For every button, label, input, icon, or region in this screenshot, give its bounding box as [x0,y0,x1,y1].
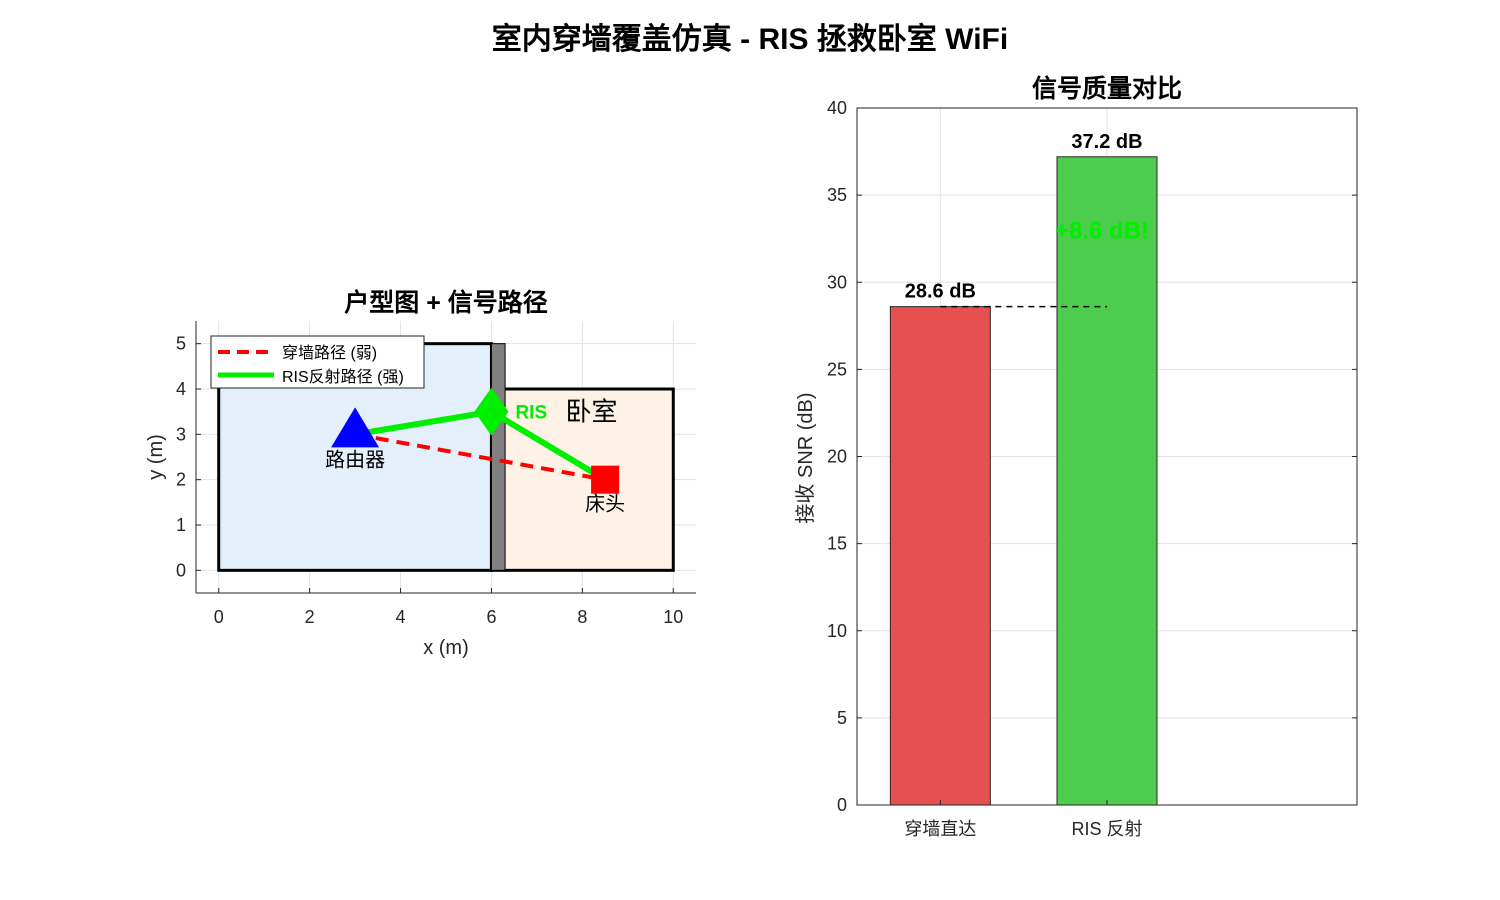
bar-category-label: 穿墙直达 [904,819,976,839]
bar-category-label: RIS 反射 [1071,819,1142,839]
legend-label-ris-path: RIS反射路径 (强) [282,368,404,386]
floor-plan-legend: 穿墙路径 (弱) RIS反射路径 (强) [210,335,425,389]
bar-y-tick-label: 30 [827,272,847,292]
floor-plan-x-axis-label: x (m) [423,637,469,659]
router-marker [331,407,380,448]
floor-plan-y-tick-label: 0 [176,560,186,580]
bar-y-tick-label: 10 [827,621,847,641]
bar-value-label: 37.2 dB [1071,131,1142,153]
floor-plan-y-axis-label: y (m) [145,434,167,480]
ris-label: RIS [515,403,547,424]
bar-y-tick-label: 5 [837,708,847,728]
bar-y-tick-label: 20 [827,447,847,467]
floor-plan-chart: 户型图 + 信号路径 路由器 RIS 床头 卧室 0 2 4 6 8 10 0 1 2 3 4 5 x (m… [145,288,696,659]
gain-annotation: +8.6 dB! [1055,218,1149,245]
bar-y-tick-label: 0 [837,795,847,815]
bar-value-label: 28.6 dB [905,281,976,303]
bar-through-wall [889,306,991,806]
floor-plan-x-tick-label: 8 [577,607,587,627]
legend-box [210,335,425,389]
floor-plan-x-tick-label: 2 [305,607,315,627]
floor-plan-x-tick-label: 0 [214,607,224,627]
floor-plan-x-tick-label: 4 [396,607,406,627]
snr-bar-chart: 信号质量对比 28.6 dB 37.2 dB +8.6 dB! 0 5 10 15 20 25… [794,75,1358,839]
bed-marker [591,465,620,494]
floor-plan-y-tick-label: 3 [176,424,186,444]
floor-plan-y-tick-label: 1 [176,515,186,535]
ris-marker [474,387,509,436]
bed-label: 床头 [585,493,625,516]
floor-plan-x-tick-label: 6 [486,607,496,627]
bar-ris-reflection [1056,156,1158,806]
bar-chart-axes: 0 5 10 15 20 25 30 35 40 穿墙直达 RIS 反射 [827,98,1358,839]
bar-chart-y-axis-label: 接收 SNR (dB) [794,392,817,523]
bar-y-tick-label: 15 [827,534,847,554]
floor-plan-title: 户型图 + 信号路径 [344,288,548,317]
bar-chart-title: 信号质量对比 [1032,75,1182,103]
weak-path-line [354,432,606,482]
bar-y-tick-label: 25 [827,359,847,379]
wall [490,343,506,571]
bar-y-tick-label: 35 [827,185,847,205]
bar-y-tick-label: 40 [827,98,847,118]
floor-plan-y-tick-label: 4 [176,379,186,399]
floor-plan-axes: 0 2 4 6 8 10 0 1 2 3 4 5 [176,321,696,627]
bar-chart-content: 28.6 dB 37.2 dB +8.6 dB! [889,131,1158,806]
floor-plan-y-tick-label: 2 [176,470,186,490]
router-label: 路由器 [325,448,385,471]
room-bedroom [489,387,675,572]
bedroom-room-label: 卧室 [565,397,617,427]
floor-plan-y-tick-label: 5 [176,334,186,354]
legend-label-weak-path: 穿墙路径 (弱) [282,344,377,362]
figure-title: 室内穿墙覆盖仿真 - RIS 拯救卧室 WiFi [492,22,1008,56]
floor-plan-x-tick-label: 10 [663,607,683,627]
